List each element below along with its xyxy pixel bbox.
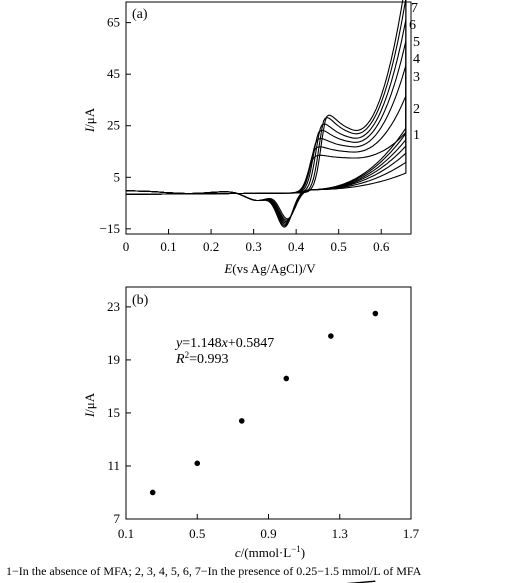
cv-y-ticks: 65 45 25 5 −15	[100, 15, 131, 236]
cv-panel-label: (a)	[132, 7, 148, 22]
calibration-point	[372, 310, 379, 317]
cv-curve-label-6: 6	[409, 18, 416, 33]
calibration-point	[194, 460, 201, 467]
cv-x-tick-label: 0.4	[288, 239, 305, 254]
calibration-point	[238, 418, 245, 424]
cv-x-tick-label: 0.6	[373, 239, 390, 254]
calibration-x-tick-label: 1.3	[332, 526, 348, 541]
calibration-x-ticks: 0.1 0.5 0.9 1.3 1.7	[118, 514, 420, 541]
figure-caption: 1−In the absence of MFA; 2, 3, 4, 5, 6, …	[6, 564, 422, 578]
calibration-y-axis-label: I/μA	[82, 392, 97, 418]
calibration-x-tick-label: 0.1	[118, 526, 134, 541]
cv-curve-6	[126, 0, 407, 227]
calibration-y-tick-label: 11	[107, 458, 120, 473]
cv-x-tick-label: 0.3	[245, 239, 261, 254]
cv-curves	[126, 0, 407, 228]
calibration-y-ticks: 23 19 15 11 7	[107, 299, 131, 526]
calibration-point	[283, 375, 290, 382]
calibration-chart: (b) 0.1 0.5 0.9 1.3 1.7 23 19 15 11 7 y=1.148x+0…	[82, 286, 420, 583]
cv-curve-label-5: 5	[413, 35, 420, 50]
calibration-point	[149, 489, 156, 496]
cv-x-ticks: 0 0.1 0.2 0.3 0.4 0.5 0.6	[123, 229, 390, 254]
cv-curve-7	[126, 0, 407, 228]
calibration-y-tick-label: 15	[107, 405, 120, 420]
calibration-plot-frame	[125, 286, 412, 520]
calibration-points	[149, 310, 379, 496]
calibration-point	[328, 333, 334, 339]
cv-curve-labels: 1 2 3 4 5 6 7	[409, 1, 420, 143]
cv-curve-label-1: 1	[413, 128, 420, 143]
cv-curve-label-4: 4	[413, 52, 420, 67]
calibration-y-tick-label: 23	[107, 299, 120, 314]
cv-curve-label-2: 2	[413, 102, 420, 117]
calibration-x-axis-label: c/(mmol·L−1)	[235, 544, 305, 560]
cv-x-tick-label: 0.1	[160, 239, 176, 254]
cv-x-axis-label: E(vs Ag/AgCl)/V	[223, 261, 316, 276]
cv-plot-frame	[125, 1, 412, 235]
cv-curve-3	[126, 65, 407, 223]
calibration-y-tick-label: 19	[107, 352, 120, 367]
calibration-x-tick-label: 0.5	[189, 526, 205, 541]
cv-y-axis-label: I/μA	[82, 107, 97, 133]
calibration-x-tick-label: 1.7	[403, 526, 420, 541]
calibration-panel-label: (b)	[132, 293, 149, 308]
cv-x-tick-label: 0.5	[331, 239, 347, 254]
cv-curve-2	[126, 95, 407, 221]
cv-y-tick-label: 25	[107, 118, 120, 133]
cv-curve-label-7: 7	[411, 1, 418, 16]
cv-x-tick-label: 0	[123, 239, 130, 254]
cv-y-tick-label: 65	[107, 15, 120, 30]
cv-y-tick-label: −15	[100, 221, 120, 236]
calibration-x-tick-label: 0.9	[260, 526, 276, 541]
regression-equation: y=1.148x+0.5847	[174, 336, 274, 351]
cv-y-tick-label: 5	[114, 169, 121, 184]
cv-curve-4	[126, 40, 407, 224]
r-squared: R2=0.993	[175, 350, 228, 367]
cv-curve-label-3: 3	[413, 70, 420, 85]
cv-y-tick-label: 45	[107, 66, 120, 81]
calibration-y-tick-label: 7	[114, 511, 121, 526]
cv-x-tick-label: 0.2	[203, 239, 219, 254]
